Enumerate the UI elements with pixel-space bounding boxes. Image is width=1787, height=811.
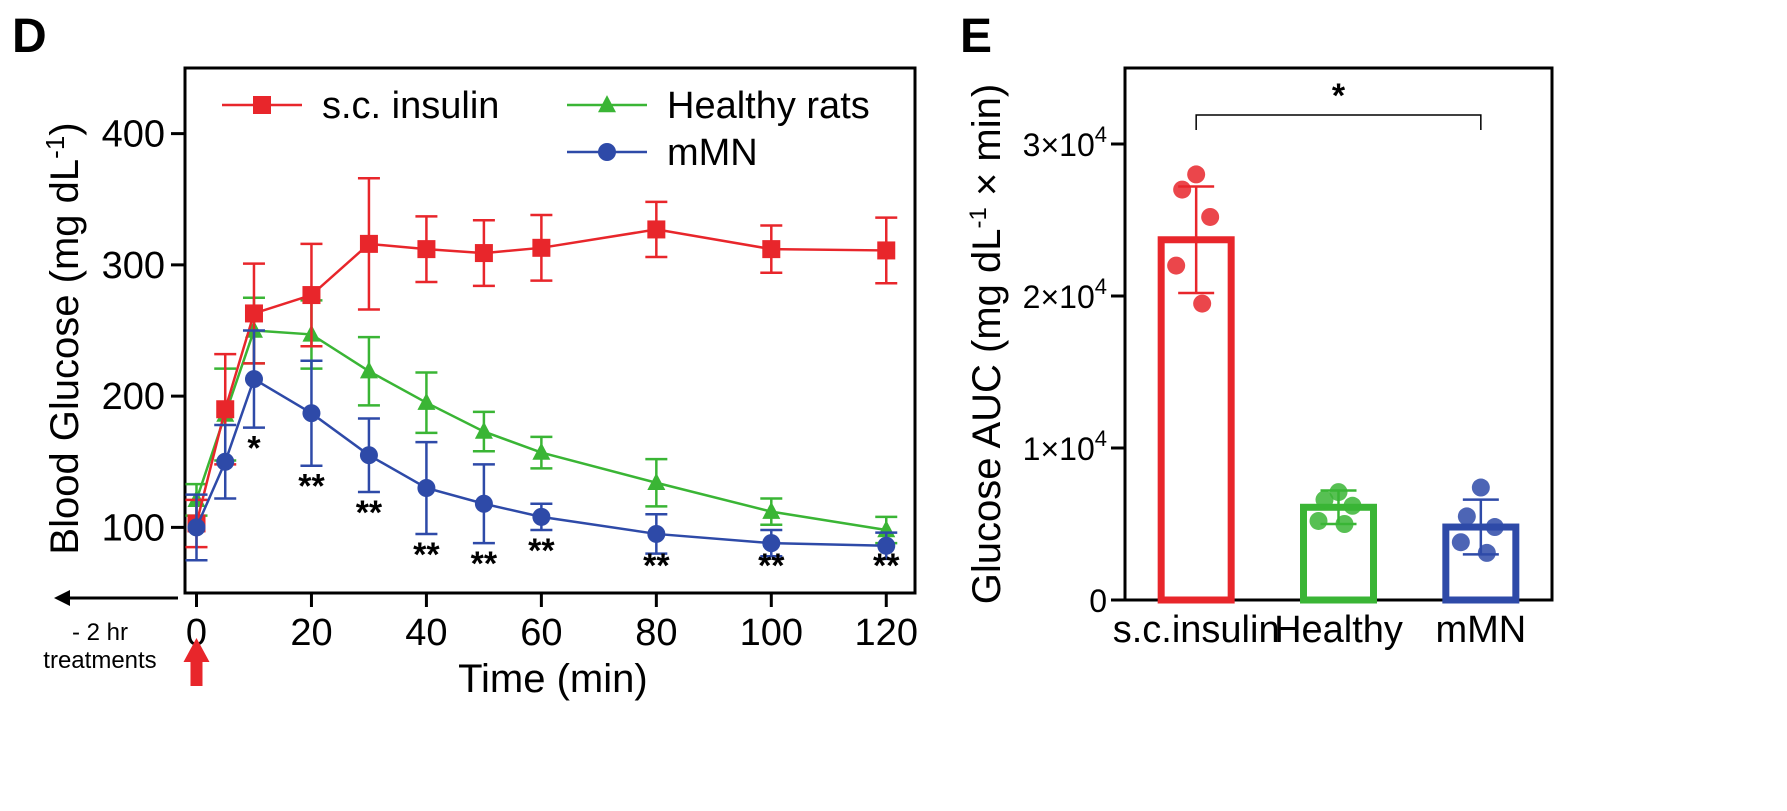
y-axis-label: Blood Glucose (mg dL-1) [40, 122, 87, 554]
x-tick-label: 0 [186, 612, 207, 654]
data-point [359, 234, 378, 253]
y-tick-label: 1×104 [1023, 426, 1107, 467]
data-point [216, 400, 235, 419]
x-axis-label: Time (min) [458, 657, 648, 701]
data-point [187, 518, 206, 537]
data-point [302, 404, 321, 423]
data-point [598, 95, 616, 113]
data-point [244, 304, 263, 323]
data-point [474, 494, 493, 513]
x-tick-label: 40 [405, 612, 447, 654]
data-point [474, 421, 493, 439]
significance-marker: ** [758, 547, 785, 585]
legend-label: s.c. insulin [322, 85, 499, 127]
data-point [359, 446, 378, 465]
data-point [1173, 180, 1192, 199]
legend-label: Healthy rats [667, 85, 870, 127]
y-tick-label: 400 [102, 114, 165, 156]
data-point [647, 472, 666, 490]
treatment-time-arrow [183, 638, 210, 686]
data-point [359, 361, 378, 379]
plot-frame [183, 66, 917, 595]
data-point [302, 286, 321, 305]
data-point [647, 524, 666, 543]
treatment-arrow-head [54, 590, 70, 606]
data-point [1167, 256, 1186, 275]
data-point [244, 370, 263, 389]
y-tick-label: 0 [1089, 583, 1107, 619]
data-point [762, 501, 781, 519]
data-point [1201, 207, 1220, 226]
x-tick-label: 20 [290, 612, 332, 654]
data-point [1315, 490, 1334, 509]
x-tick-label: 80 [635, 612, 677, 654]
x-tick-label: Healthy [1274, 609, 1403, 651]
data-point [532, 238, 551, 257]
data-point [1193, 294, 1212, 313]
panel-label: D [12, 10, 47, 63]
data-point [417, 240, 436, 259]
data-point [1343, 496, 1362, 515]
data-point [474, 244, 493, 263]
x-tick-label: mMN [1435, 609, 1526, 651]
legend-label: mMN [667, 132, 758, 174]
data-point [877, 536, 896, 555]
data-point [1187, 165, 1206, 184]
y-tick-label: 100 [102, 507, 165, 549]
significance-marker: ** [356, 494, 383, 532]
data-point [1485, 518, 1504, 537]
significance-marker: ** [643, 547, 670, 585]
significance-marker: ** [413, 536, 440, 574]
significance-marker: * [247, 430, 261, 468]
data-point [417, 392, 436, 410]
significance-marker: ** [528, 532, 555, 570]
comparison-bracket [1195, 114, 1482, 130]
bar-group-s-c-insulin [1157, 165, 1235, 604]
data-point [762, 534, 781, 553]
data-point [1457, 507, 1476, 526]
data-point [253, 96, 271, 114]
data-point [598, 143, 616, 161]
data-point [1329, 483, 1348, 502]
bar-group-healthy [1300, 483, 1377, 604]
panel-d-line-chart: D 100 200 300 400 0 20 40 60 80 100 120 Time (min) Bl… [12, 10, 918, 701]
data-point [1335, 515, 1354, 533]
series-mmn [185, 329, 898, 562]
x-tick-label: 120 [855, 612, 918, 654]
data-point [532, 442, 551, 460]
x-tick-label: 100 [740, 612, 803, 654]
y-tick-label: 2×104 [1023, 274, 1107, 315]
data-point [1309, 511, 1328, 530]
significance-marker: ** [298, 468, 325, 506]
data-point [1471, 478, 1490, 497]
series-s-c-insulin [185, 177, 898, 549]
data-point [1451, 533, 1470, 552]
significance-marker: ** [873, 547, 900, 585]
data-point [417, 479, 436, 497]
data-point [877, 241, 896, 260]
significance-marker: ** [471, 545, 498, 583]
y-tick-label: 3×104 [1023, 122, 1107, 163]
treatment-note: treatments [43, 647, 156, 674]
treatment-note: - 2 hr [72, 619, 128, 646]
panel-label: E [960, 10, 992, 63]
data-point [216, 452, 235, 471]
data-point [762, 240, 781, 259]
data-point [647, 220, 666, 239]
x-tick-label: s.c.insulin [1113, 609, 1280, 651]
significance-marker: * [1332, 77, 1346, 115]
data-point [1477, 543, 1496, 562]
bar-group-mmn [1442, 478, 1520, 604]
legend: s.c. insulin Healthy rats mMN [222, 85, 870, 174]
y-axis-label: Glucose AUC (mg dL-1 × min) [965, 84, 1009, 604]
y-tick-label: 300 [102, 245, 165, 287]
data-point [532, 507, 551, 526]
y-tick-label: 200 [102, 376, 165, 418]
x-tick-label: 60 [520, 612, 562, 654]
